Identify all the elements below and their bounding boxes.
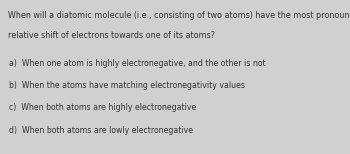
Text: c)  When both atoms are highly electronegative: c) When both atoms are highly electroneg… [9,103,196,112]
Text: d)  When both atoms are lowly electronegative: d) When both atoms are lowly electronega… [9,126,193,134]
Text: a)  When one atom is highly electronegative, and the other is not: a) When one atom is highly electronegati… [9,59,265,67]
Text: b)  When the atoms have matching electronegativity values: b) When the atoms have matching electron… [9,81,245,90]
Text: When will a diatomic molecule (i.e., consisting of two atoms) have the most pron: When will a diatomic molecule (i.e., con… [8,11,350,20]
Text: relative shift of electrons towards one of its atoms?: relative shift of electrons towards one … [8,31,215,40]
